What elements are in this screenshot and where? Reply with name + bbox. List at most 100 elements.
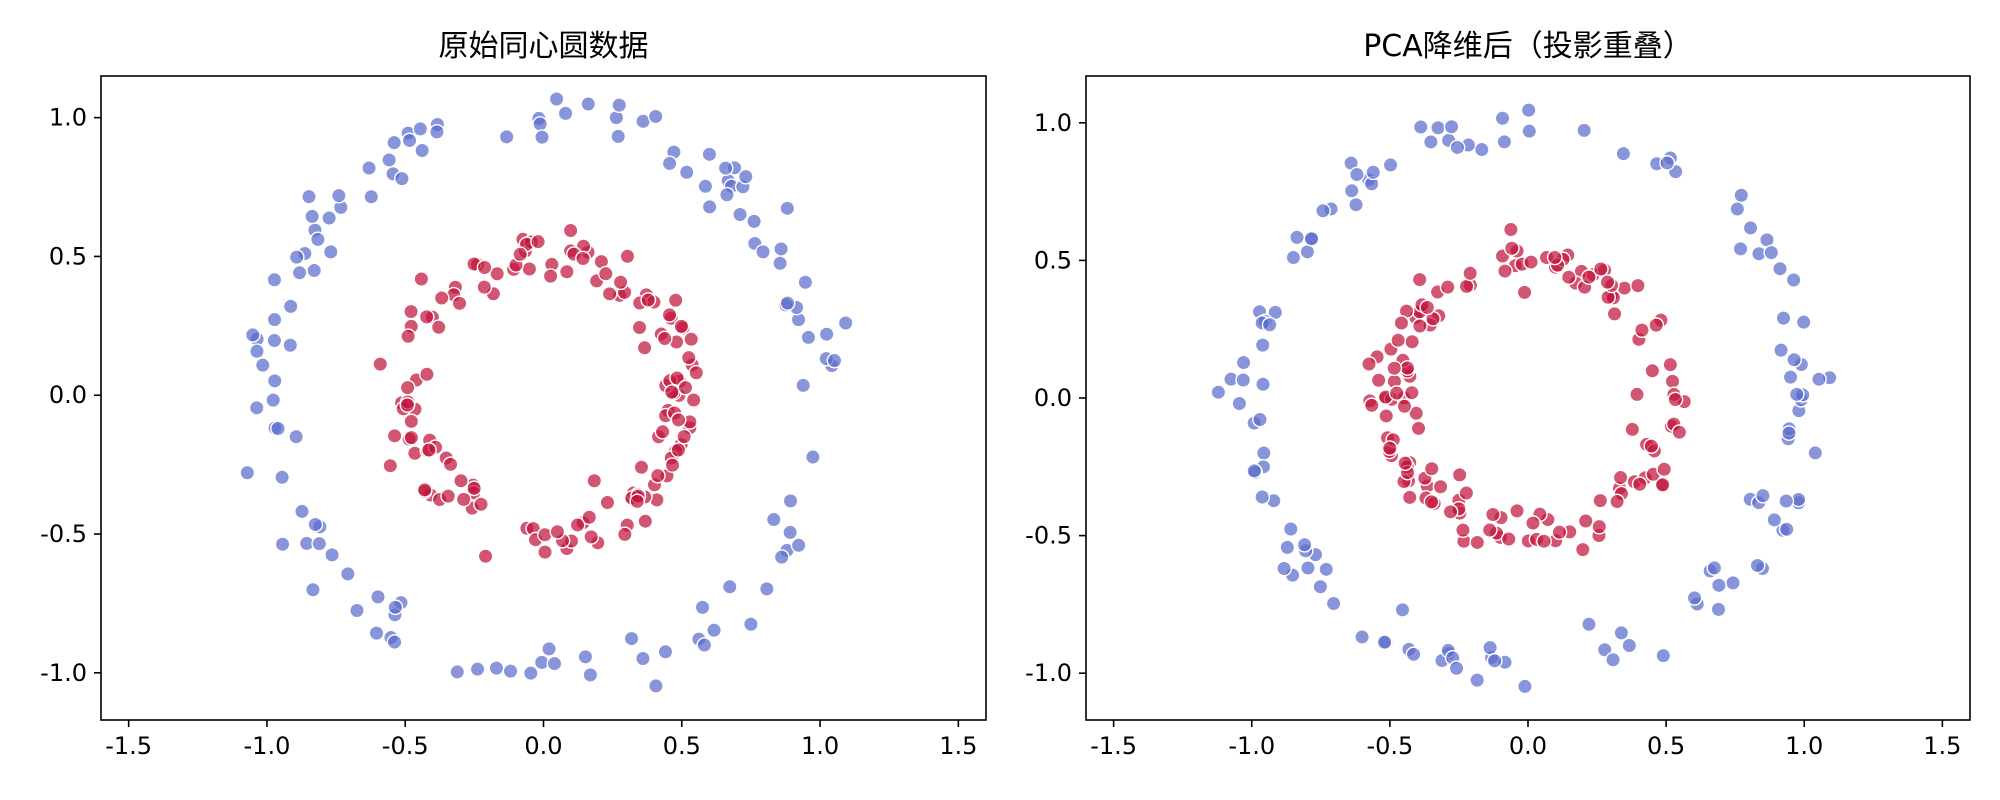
point-outer-circle bbox=[363, 188, 380, 205]
point-outer-circle bbox=[1252, 411, 1268, 428]
point-inner-circle bbox=[1388, 385, 1405, 401]
point-inner-circle bbox=[1404, 333, 1421, 350]
point-outer-circle bbox=[1282, 521, 1299, 537]
point-outer-circle bbox=[1496, 133, 1513, 150]
x-tick-label: 0.5 bbox=[663, 732, 701, 760]
point-inner-circle bbox=[1381, 440, 1398, 457]
point-inner-circle bbox=[1462, 265, 1479, 282]
point-outer-circle bbox=[1605, 651, 1621, 668]
point-inner-circle bbox=[1546, 249, 1563, 266]
point-outer-circle bbox=[1412, 119, 1429, 135]
point-outer-circle bbox=[1778, 493, 1795, 509]
y-tick-label: 0.0 bbox=[49, 381, 87, 409]
point-inner-circle bbox=[413, 271, 430, 287]
point-outer-circle bbox=[1725, 575, 1741, 591]
point-inner-circle bbox=[403, 429, 420, 446]
point-outer-circle bbox=[732, 206, 748, 223]
point-inner-circle bbox=[1664, 373, 1681, 390]
point-outer-circle bbox=[804, 449, 821, 465]
point-outer-circle bbox=[1235, 372, 1252, 388]
point-inner-circle bbox=[1423, 493, 1440, 510]
point-outer-circle bbox=[249, 343, 265, 360]
point-inner-circle bbox=[476, 259, 493, 276]
point-inner-circle bbox=[654, 423, 671, 440]
point-outer-circle bbox=[1303, 230, 1320, 247]
point-inner-circle bbox=[640, 292, 657, 308]
point-outer-circle bbox=[522, 665, 539, 682]
point-outer-circle bbox=[322, 243, 339, 260]
point-outer-circle bbox=[837, 315, 854, 331]
point-inner-circle bbox=[1560, 269, 1577, 286]
point-outer-circle bbox=[1255, 376, 1271, 393]
point-inner-circle bbox=[676, 428, 693, 445]
x-tick-label: 1.0 bbox=[801, 732, 839, 760]
point-inner-circle bbox=[1525, 515, 1541, 531]
point-outer-circle bbox=[800, 329, 817, 346]
point-outer-circle bbox=[1285, 249, 1302, 266]
point-outer-circle bbox=[1276, 560, 1293, 577]
point-inner-circle bbox=[680, 349, 697, 366]
point-inner-circle bbox=[1631, 476, 1648, 493]
point-outer-circle bbox=[1312, 578, 1329, 595]
point-outer-circle bbox=[1279, 539, 1296, 556]
y-tick-label: 1.0 bbox=[1034, 109, 1072, 137]
point-inner-circle bbox=[1503, 221, 1519, 238]
point-outer-circle bbox=[648, 678, 664, 694]
tick-layer: -1.5 -1.0 -0.5 0.0 0.5 1.0 1.5 -1.0 -0.5 0.0 0.5 1.… bbox=[1025, 109, 1961, 760]
point-inner-circle bbox=[1574, 541, 1591, 558]
point-inner-circle bbox=[455, 491, 472, 508]
point-outer-circle bbox=[773, 241, 789, 257]
point-inner-circle bbox=[633, 459, 650, 476]
point-outer-circle bbox=[795, 377, 812, 394]
point-outer-circle bbox=[387, 599, 404, 616]
point-inner-circle bbox=[476, 279, 493, 296]
point-inner-circle bbox=[1458, 278, 1475, 295]
point-outer-circle bbox=[304, 208, 321, 225]
point-outer-circle bbox=[1755, 487, 1771, 504]
point-inner-circle bbox=[1401, 489, 1418, 506]
point-outer-circle bbox=[248, 399, 265, 416]
point-inner-circle bbox=[1432, 478, 1449, 495]
chart-original-circles: 原始同心圆数据 -1.5 -1.0 -0.5 0.0 0.5 1.0 1.5 -1.0 -0.5… bbox=[40, 29, 987, 760]
point-inner-circle bbox=[1361, 356, 1377, 372]
point-inner-circle bbox=[1523, 254, 1539, 270]
point-inner-circle bbox=[664, 457, 681, 473]
point-outer-circle bbox=[1576, 122, 1593, 139]
point-outer-circle bbox=[1742, 220, 1759, 236]
point-inner-circle bbox=[688, 364, 705, 381]
point-outer-circle bbox=[1449, 139, 1466, 156]
x-tick-label: -0.5 bbox=[1366, 732, 1413, 760]
point-inner-circle bbox=[569, 517, 586, 533]
point-outer-circle bbox=[717, 160, 734, 177]
y-tick-label: -0.5 bbox=[1025, 522, 1072, 550]
point-outer-circle bbox=[755, 243, 771, 260]
point-outer-circle bbox=[381, 152, 398, 168]
point-outer-circle bbox=[772, 255, 789, 272]
point-inner-circle bbox=[581, 509, 598, 526]
point-outer-circle bbox=[282, 298, 299, 315]
point-outer-circle bbox=[742, 616, 759, 633]
point-inner-circle bbox=[416, 481, 433, 498]
point-outer-circle bbox=[1235, 354, 1252, 371]
point-inner-circle bbox=[667, 292, 684, 309]
point-outer-circle bbox=[254, 357, 271, 374]
point-inner-circle bbox=[685, 392, 702, 408]
point-inner-circle bbox=[382, 457, 399, 474]
point-inner-circle bbox=[1408, 405, 1425, 422]
point-inner-circle bbox=[1393, 315, 1410, 331]
point-outer-circle bbox=[1469, 672, 1486, 689]
point-inner-circle bbox=[542, 268, 559, 285]
x-tick-label: -0.5 bbox=[382, 732, 429, 760]
point-inner-circle bbox=[562, 222, 579, 239]
point-outer-circle bbox=[1300, 560, 1316, 576]
point-outer-circle bbox=[1296, 536, 1313, 553]
point-inner-circle bbox=[403, 303, 419, 320]
point-outer-circle bbox=[758, 580, 775, 597]
point-outer-circle bbox=[1706, 560, 1723, 576]
point-inner-circle bbox=[1634, 322, 1650, 339]
point-inner-circle bbox=[453, 472, 469, 489]
point-outer-circle bbox=[274, 536, 291, 553]
point-outer-circle bbox=[782, 492, 799, 509]
point-outer-circle bbox=[1749, 557, 1766, 574]
point-inner-circle bbox=[1662, 356, 1679, 373]
